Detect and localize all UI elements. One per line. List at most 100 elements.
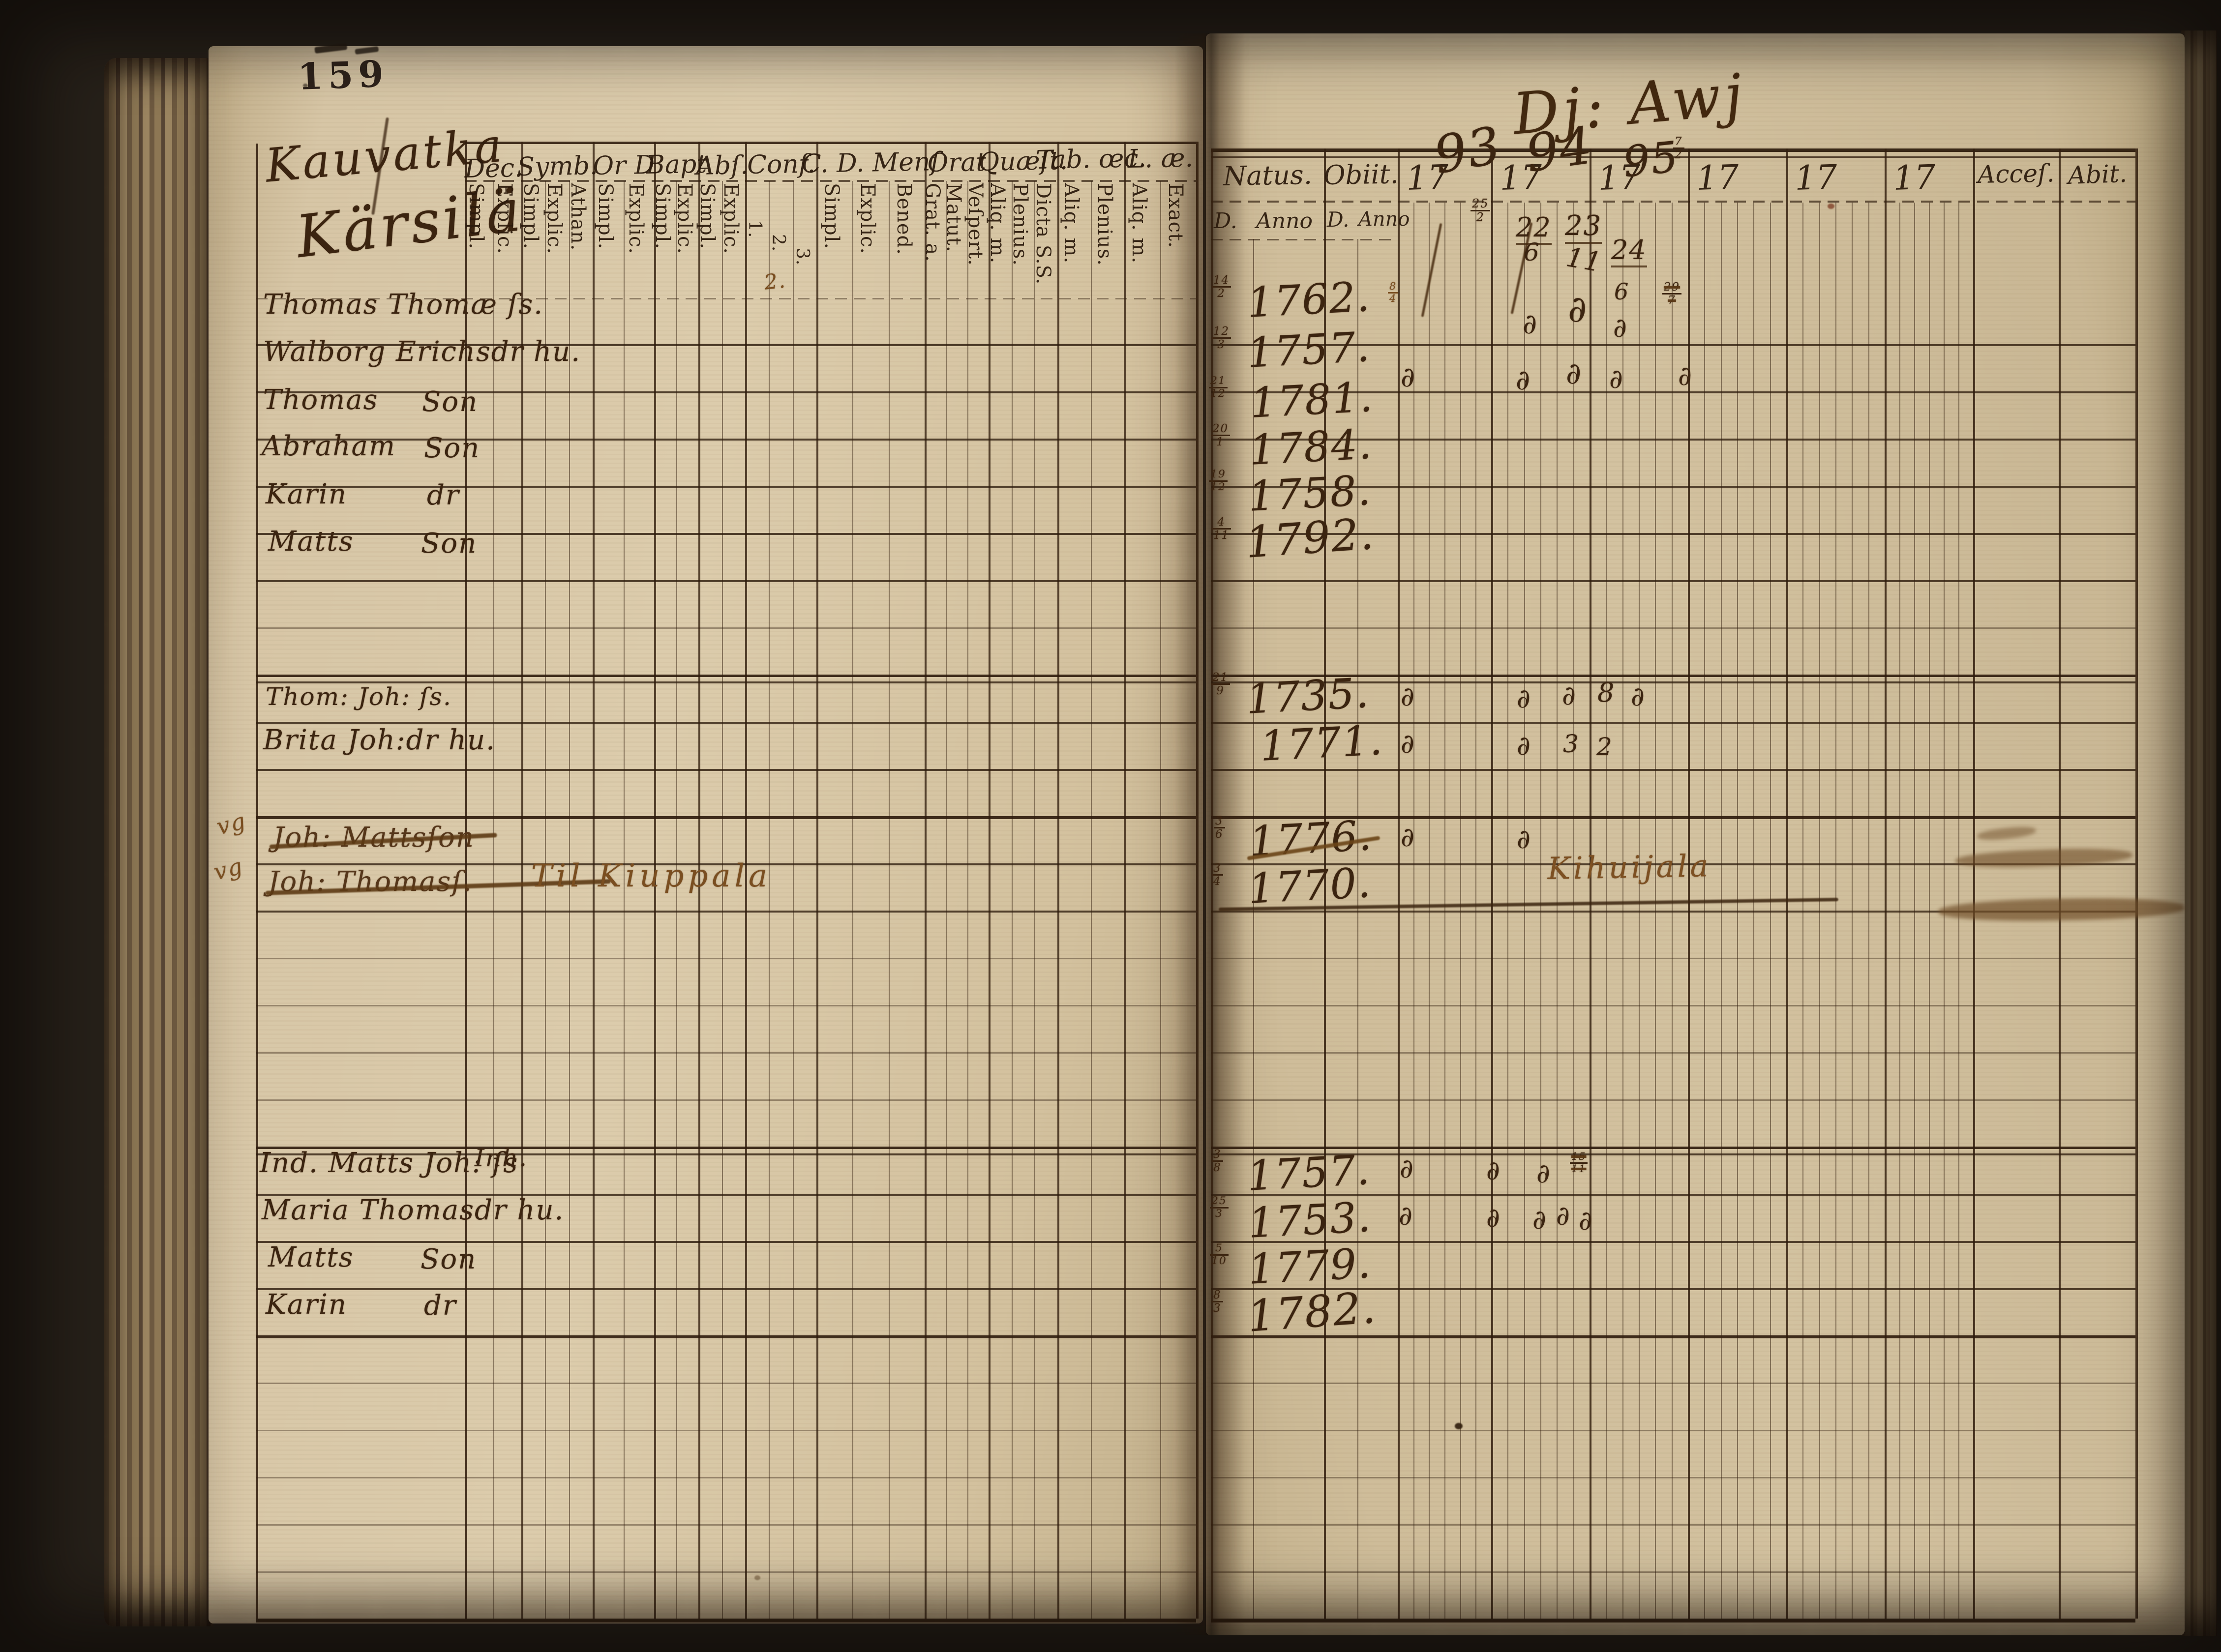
relation: dr	[427, 479, 460, 511]
resident-name: Walborg Erichsdr hu.	[263, 336, 581, 368]
birth-day: 4 11	[1212, 516, 1231, 541]
resident-name: Thomas	[263, 384, 379, 416]
column-sub-label: 3.	[792, 248, 812, 266]
column-sub-label: Simpl.	[519, 183, 542, 250]
grid-subcol-line	[1090, 181, 1092, 1619]
resident-name: Thomas Thomæ ſs.	[263, 289, 544, 321]
grid-subcol-line	[569, 181, 570, 1619]
acces-header: Acceſ.	[1977, 159, 2055, 189]
grid-row-line	[1211, 1571, 2135, 1573]
grid-row-line	[1211, 1383, 2135, 1384]
grid-row-line	[256, 722, 1196, 724]
grid-row-line	[256, 391, 1196, 393]
relation: Son	[422, 386, 479, 418]
grid-subcol-line	[946, 181, 947, 1619]
book-page-edges-left	[104, 58, 213, 1626]
book-page-edges-right	[2181, 30, 2217, 1636]
grid-group-rule	[1211, 1335, 2135, 1338]
ink-smudge	[1955, 846, 2133, 870]
grid-group-rule	[256, 816, 1196, 819]
grid-row-line	[1211, 1241, 2135, 1243]
comm-date: 11	[1563, 241, 1605, 278]
grid-group-line	[1124, 142, 1126, 1619]
grid-major-line	[1885, 148, 1887, 1619]
column-sub-label: 2.	[768, 234, 789, 252]
grid-group-line	[989, 142, 990, 1619]
grid-row-line	[256, 580, 1196, 582]
relation: Son	[421, 528, 478, 560]
grid-group-rule	[256, 681, 1196, 683]
column-sub-label: Aliq. m.	[986, 183, 1009, 264]
year-overlay: 95	[1621, 132, 1681, 187]
grid-row-line	[256, 769, 1196, 771]
grid-subheader-rule	[465, 180, 1196, 182]
resident-name: Matts	[268, 526, 354, 558]
comm-mark: ∂	[1631, 681, 1646, 712]
resident-name: Brita Joh:dr hu.	[263, 724, 496, 756]
grid-row-line	[256, 1288, 1196, 1290]
relation: Son	[420, 1243, 477, 1275]
comm-mark: ∂	[1401, 361, 1416, 393]
grid-top-rule	[1211, 148, 2135, 152]
grid-subcol-line	[792, 181, 794, 1619]
column-sub-label: Simpl.	[651, 183, 674, 250]
comm-mark: ∂	[1516, 364, 1531, 396]
comm-mark: ∂	[1399, 1200, 1413, 1231]
birth-year: 1782.	[1246, 1282, 1378, 1342]
column-sub-label: Explic.	[625, 183, 648, 255]
grid-group-line	[925, 142, 927, 1619]
comm-date: 25 2	[1471, 197, 1491, 224]
d-anno-label: D.	[1327, 207, 1350, 232]
grid-row-line	[256, 1571, 1196, 1573]
comm-mark: ∂	[1566, 356, 1583, 391]
birth-day: 25 3	[1210, 1195, 1229, 1220]
column-sub-label: Matut.	[942, 183, 965, 253]
column-group-label: Orat	[927, 147, 987, 178]
column-group-label: Symb.	[516, 151, 598, 182]
grid-major-line	[1688, 148, 1690, 1619]
grid-group-rule	[256, 1153, 1196, 1155]
margin-note: vg	[211, 852, 246, 885]
birth-year: 1753.	[1247, 1192, 1373, 1247]
column-sub-label: Aliq. m.	[1060, 183, 1083, 264]
grid-row-line	[1211, 911, 2135, 913]
grid-group-rule	[256, 1147, 1196, 1149]
comm-date: 29 7	[1662, 281, 1682, 306]
comm-mark: ∂	[1401, 822, 1415, 853]
birth-year: 1771.	[1259, 715, 1384, 770]
column-sub-label: Explic.	[673, 183, 696, 255]
abit-header: Abit.	[2067, 159, 2128, 190]
grid-row-line	[256, 1524, 1196, 1526]
column-sub-label: Simpl.	[594, 183, 617, 250]
grid-row-line	[256, 344, 1196, 346]
grid-minor-line	[1357, 239, 1358, 1619]
grid-row-line	[1211, 1524, 2135, 1526]
grid-row-line	[1211, 1288, 2135, 1290]
grid-major-line	[1398, 148, 1400, 1619]
obiit-header: Obiit.	[1323, 158, 1399, 191]
comm-mark: ∂	[1486, 1202, 1501, 1233]
grid-row-line	[1211, 439, 2135, 441]
grid-bottom-rule	[1211, 1619, 2135, 1622]
grid-row-line	[1211, 344, 2135, 346]
comm-mark: 3	[1563, 730, 1580, 758]
resident-name: Karin	[266, 1289, 347, 1321]
ink-blot	[1455, 1423, 1463, 1430]
column-sub-label: 1.	[745, 220, 765, 238]
grid-subcol-line	[623, 181, 625, 1619]
comm-mark: 8	[1597, 677, 1616, 708]
column-sub-label: Explic.	[542, 183, 566, 255]
grid-group-rule	[256, 1335, 1196, 1338]
grid-subcol-line	[676, 181, 677, 1619]
ink-smudge	[1938, 896, 2185, 923]
grid-row-line	[1211, 722, 2135, 724]
comm-mark: ∂	[1678, 360, 1693, 391]
grid-row-line	[256, 1477, 1196, 1478]
grid-namecol-right	[465, 142, 467, 1619]
column-group-label: Or D	[592, 150, 655, 181]
grid-row-line	[1211, 627, 2135, 629]
grid-row-line	[256, 486, 1196, 488]
